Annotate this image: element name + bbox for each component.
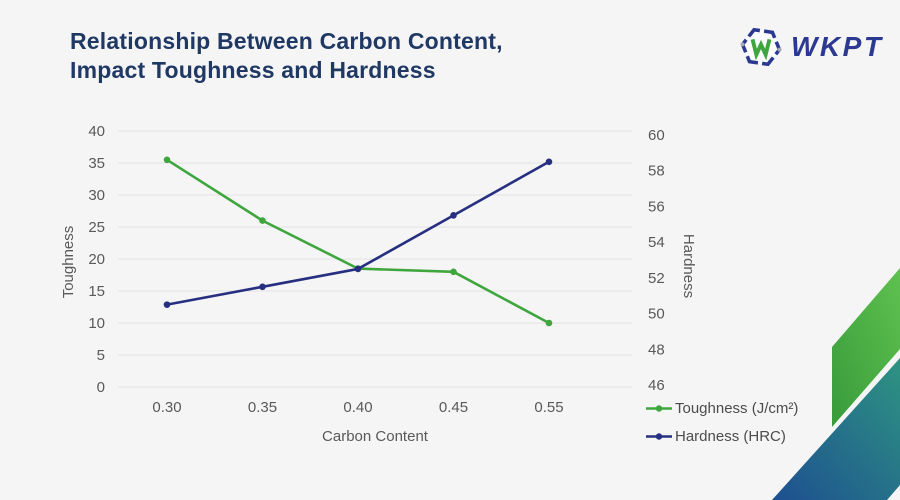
legend-label-hardness: Hardness (HRC) [675,428,786,445]
series-point-0 [259,217,266,224]
y-left-tick-label: 40 [88,123,105,140]
series-point-1 [354,265,362,273]
wkpt-logo: WKPT [739,24,883,70]
series-point-0 [545,319,553,327]
y-right-tick-label: 52 [648,270,665,287]
series-point-1 [450,212,457,219]
y-left-tick-label: 5 [97,347,105,364]
y-left-tick-label: 20 [88,251,105,268]
hardness-legend-marker-icon [646,433,672,440]
y-right-tick-label: 54 [648,234,665,251]
x-tick-label: 0.55 [534,399,563,416]
series-line-1 [165,160,551,306]
x-tick-label: 0.45 [439,399,468,416]
series-point-0 [450,268,457,276]
page-title: Relationship Between Carbon Content, Imp… [70,27,503,85]
wkpt-hexagon-logo-icon [740,27,782,67]
wkpt-logo-text: WKPT [791,31,884,62]
legend-item-hardness: Hardness (HRC) [646,428,798,445]
x-tick-label: 0.35 [248,399,277,416]
chart-legend: Toughness (J/cm²) Hardness (HRC) [646,400,798,445]
y-left-tick-label: 25 [88,219,105,236]
y-right-axis-title: Hardness [680,234,697,298]
toughness-legend-marker-icon [646,405,672,412]
series-point-0 [163,156,171,164]
series-line-0 [165,158,551,325]
y-right-tick-label: 48 [648,341,665,358]
y-right-tick-label: 56 [648,198,665,215]
legend-label-toughness: Toughness (J/cm²) [675,400,799,417]
y-left-tick-label: 0 [97,379,105,396]
y-right-tick-label: 50 [648,306,665,323]
y-left-tick-label: 35 [88,155,105,172]
x-tick-label: 0.30 [152,399,181,416]
series-point-1 [163,301,171,308]
y-left-tick-label: 10 [88,315,105,332]
page-title-line1: Relationship Between Carbon Content, [70,28,503,54]
y-left-tick-label: 30 [88,187,105,204]
y-right-tick-label: 46 [648,377,665,394]
page-title-line2: Impact Toughness and Hardness [70,57,436,83]
series-point-1 [545,158,553,166]
y-left-tick-label: 15 [88,283,105,300]
y-left-axis-title: Toughness [60,226,77,299]
x-axis-title: Carbon Content [322,428,429,445]
legend-item-toughness: Toughness (J/cm²) [646,400,798,417]
x-tick-label: 0.40 [343,399,372,416]
y-right-tick-label: 58 [648,163,665,180]
y-right-tick-label: 60 [648,127,665,144]
series-point-1 [259,283,266,291]
